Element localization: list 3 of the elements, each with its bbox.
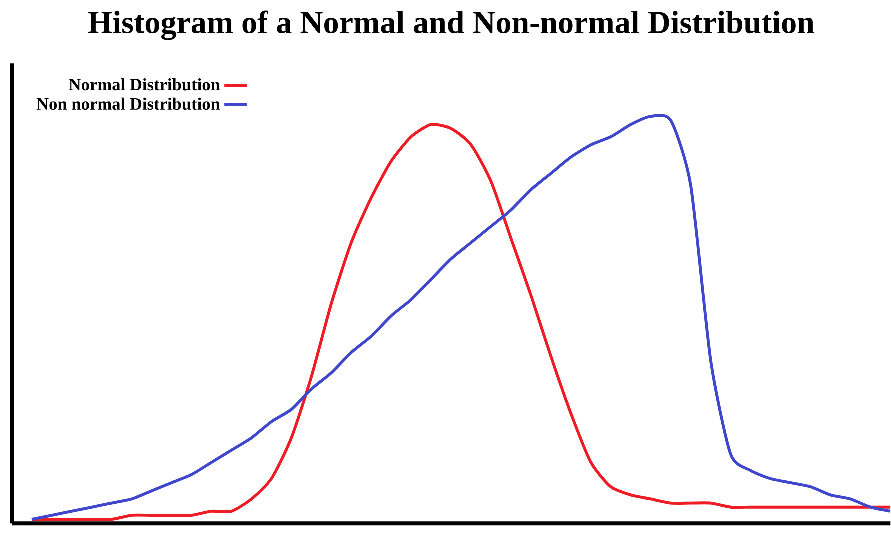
legend-label: Non normal Distribution: [36, 98, 220, 110]
legend-label: Normal Distribution: [69, 78, 220, 91]
chart-title: Histogram of a Normal and Non-normal Distribution: [88, 10, 814, 40]
